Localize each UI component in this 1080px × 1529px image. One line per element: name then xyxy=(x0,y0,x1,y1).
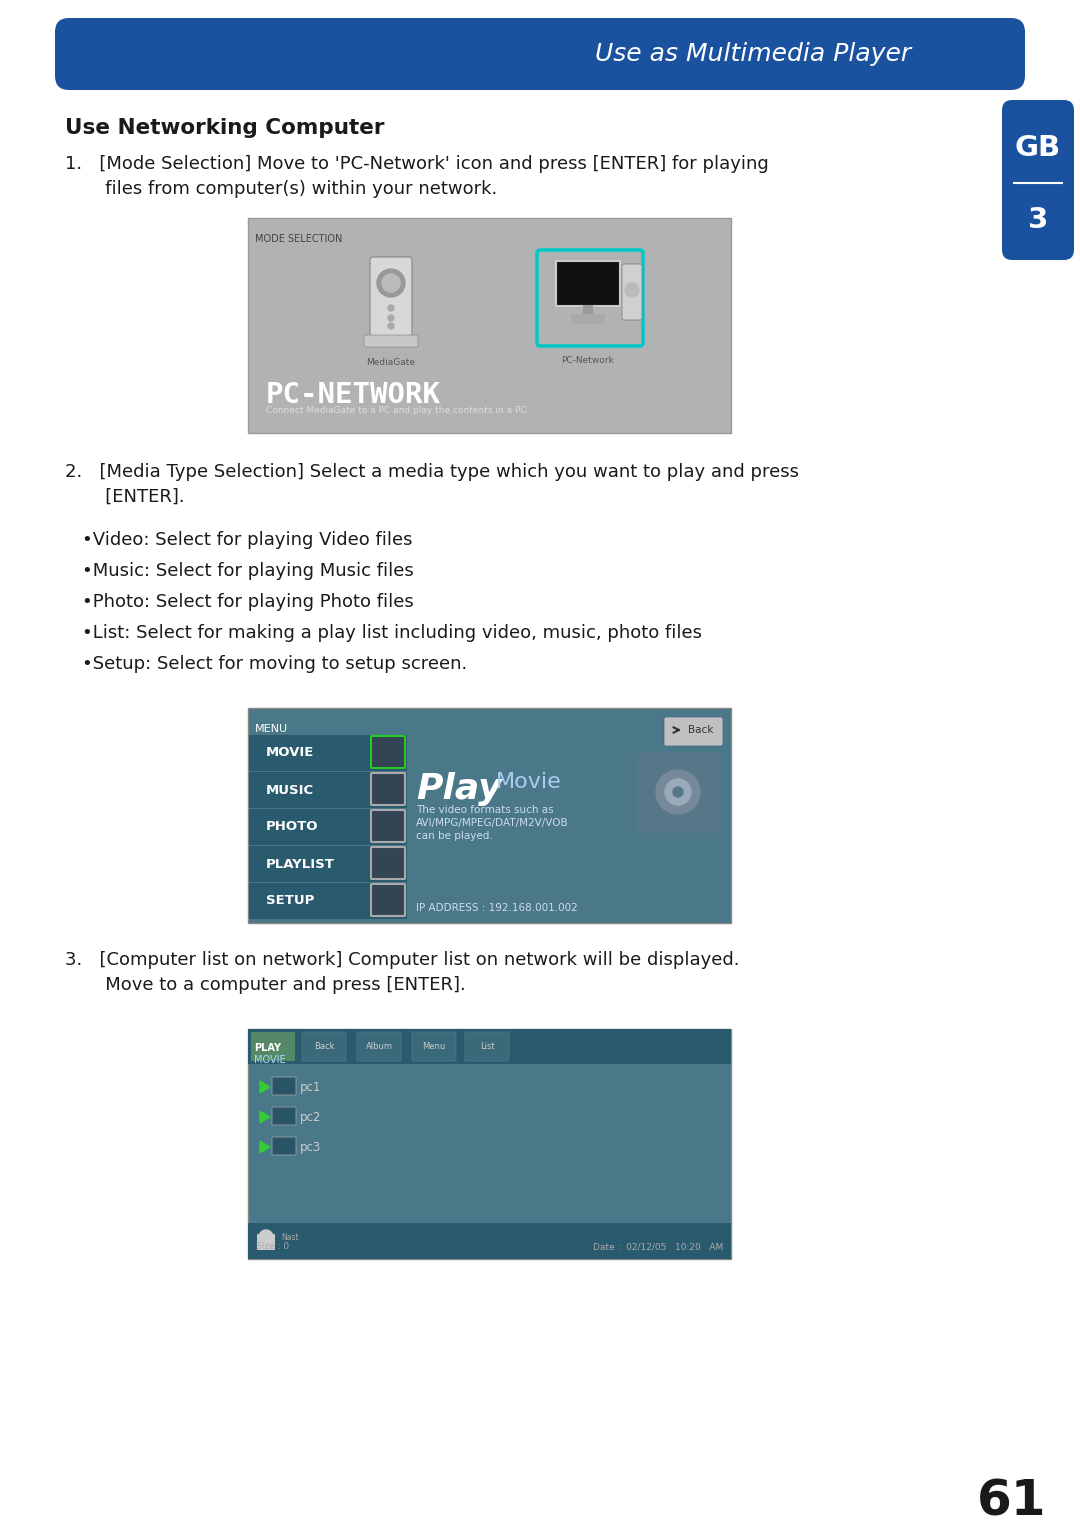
FancyBboxPatch shape xyxy=(583,304,593,315)
Circle shape xyxy=(388,323,394,329)
Text: MUSIC: MUSIC xyxy=(266,783,314,797)
FancyBboxPatch shape xyxy=(411,1032,456,1061)
Text: •List: Select for making a play list including video, music, photo files: •List: Select for making a play list inc… xyxy=(82,624,702,642)
Text: pc1: pc1 xyxy=(300,1081,322,1093)
Circle shape xyxy=(382,274,400,292)
Text: pc2: pc2 xyxy=(300,1110,322,1124)
Text: MENU: MENU xyxy=(255,725,288,734)
FancyBboxPatch shape xyxy=(249,772,407,807)
Text: List: List xyxy=(480,1041,495,1050)
Circle shape xyxy=(656,771,700,813)
FancyBboxPatch shape xyxy=(257,1234,275,1251)
Text: MODE SELECTION: MODE SELECTION xyxy=(255,234,342,245)
Text: PC-NETWORK: PC-NETWORK xyxy=(266,381,441,408)
Text: IP ADDRESS : 192.168.001.002: IP ADDRESS : 192.168.001.002 xyxy=(416,904,578,913)
FancyBboxPatch shape xyxy=(537,251,643,346)
Text: •Photo: Select for playing Photo files: •Photo: Select for playing Photo files xyxy=(82,593,414,612)
Text: Movie: Movie xyxy=(496,772,562,792)
FancyBboxPatch shape xyxy=(248,219,731,433)
Text: Album: Album xyxy=(365,1041,392,1050)
Text: 1.   [Mode Selection] Move to 'PC-Network' icon and press [ENTER] for playing
  : 1. [Mode Selection] Move to 'PC-Network'… xyxy=(65,154,769,197)
FancyBboxPatch shape xyxy=(372,735,405,768)
Text: Use Networking Computer: Use Networking Computer xyxy=(65,118,384,138)
Text: PLAY: PLAY xyxy=(254,1043,281,1053)
FancyBboxPatch shape xyxy=(249,846,407,882)
FancyBboxPatch shape xyxy=(664,717,723,746)
Text: The video formats such as
AVI/MPG/MPEG/DAT/M2V/VOB
can be played.: The video formats such as AVI/MPG/MPEG/D… xyxy=(416,804,569,841)
FancyBboxPatch shape xyxy=(372,847,405,879)
Text: Back: Back xyxy=(688,725,714,735)
FancyBboxPatch shape xyxy=(249,735,407,771)
FancyBboxPatch shape xyxy=(249,809,407,846)
Text: Back: Back xyxy=(314,1041,334,1050)
Text: GB: GB xyxy=(1015,135,1061,162)
Text: 61: 61 xyxy=(977,1477,1047,1524)
Text: Menu: Menu xyxy=(422,1041,446,1050)
FancyBboxPatch shape xyxy=(272,1076,296,1095)
FancyBboxPatch shape xyxy=(55,18,1025,90)
Text: Nast: Nast xyxy=(281,1232,299,1242)
Circle shape xyxy=(377,269,405,297)
Text: Date :  02/12/05   10:20   AM: Date : 02/12/05 10:20 AM xyxy=(593,1242,723,1251)
Text: MOVIE: MOVIE xyxy=(266,746,314,760)
FancyBboxPatch shape xyxy=(272,1138,296,1154)
Text: •Music: Select for playing Music files: •Music: Select for playing Music files xyxy=(82,563,414,579)
Text: PLAYLIST: PLAYLIST xyxy=(266,858,335,870)
Circle shape xyxy=(259,1229,273,1245)
FancyBboxPatch shape xyxy=(302,1032,346,1061)
FancyBboxPatch shape xyxy=(251,1032,295,1061)
Text: 2.   [Media Type Selection] Select a media type which you want to play and press: 2. [Media Type Selection] Select a media… xyxy=(65,463,799,506)
FancyBboxPatch shape xyxy=(1002,99,1074,260)
Circle shape xyxy=(388,315,394,321)
Circle shape xyxy=(665,778,691,804)
FancyBboxPatch shape xyxy=(272,1107,296,1125)
FancyBboxPatch shape xyxy=(249,884,407,919)
Text: •Setup: Select for moving to setup screen.: •Setup: Select for moving to setup scree… xyxy=(82,654,468,673)
FancyBboxPatch shape xyxy=(248,1029,731,1258)
Text: •Video: Select for playing Video files: •Video: Select for playing Video files xyxy=(82,531,413,549)
Circle shape xyxy=(388,304,394,310)
Text: SETUP: SETUP xyxy=(266,894,314,908)
Circle shape xyxy=(625,283,639,297)
Circle shape xyxy=(673,787,683,797)
FancyBboxPatch shape xyxy=(248,1223,731,1258)
FancyBboxPatch shape xyxy=(370,257,411,341)
FancyBboxPatch shape xyxy=(465,1032,509,1061)
Text: Use as Multimedia Player: Use as Multimedia Player xyxy=(595,41,912,66)
FancyBboxPatch shape xyxy=(622,265,642,320)
Text: PC-Network: PC-Network xyxy=(562,356,615,365)
FancyBboxPatch shape xyxy=(372,810,405,842)
Text: 3: 3 xyxy=(1028,206,1049,234)
Text: pc3: pc3 xyxy=(300,1141,321,1153)
FancyBboxPatch shape xyxy=(571,313,605,324)
Text: Size : 0: Size : 0 xyxy=(256,1242,289,1251)
Polygon shape xyxy=(260,1112,270,1122)
FancyBboxPatch shape xyxy=(248,1029,731,1064)
FancyBboxPatch shape xyxy=(556,261,620,306)
Text: MOVIE: MOVIE xyxy=(254,1055,285,1066)
FancyBboxPatch shape xyxy=(372,774,405,804)
Text: Play: Play xyxy=(416,772,501,806)
FancyBboxPatch shape xyxy=(638,752,719,833)
Text: Connect MediaGate to a PC and play the contents in a PC.: Connect MediaGate to a PC and play the c… xyxy=(266,407,529,414)
Text: MediaGate: MediaGate xyxy=(366,358,416,367)
Text: 3.   [Computer list on network] Computer list on network will be displayed.
    : 3. [Computer list on network] Computer l… xyxy=(65,951,740,994)
FancyBboxPatch shape xyxy=(364,335,418,347)
Text: PHOTO: PHOTO xyxy=(266,821,319,833)
FancyBboxPatch shape xyxy=(372,884,405,916)
FancyBboxPatch shape xyxy=(248,708,731,924)
Polygon shape xyxy=(260,1141,270,1153)
FancyBboxPatch shape xyxy=(357,1032,401,1061)
Polygon shape xyxy=(260,1081,270,1093)
